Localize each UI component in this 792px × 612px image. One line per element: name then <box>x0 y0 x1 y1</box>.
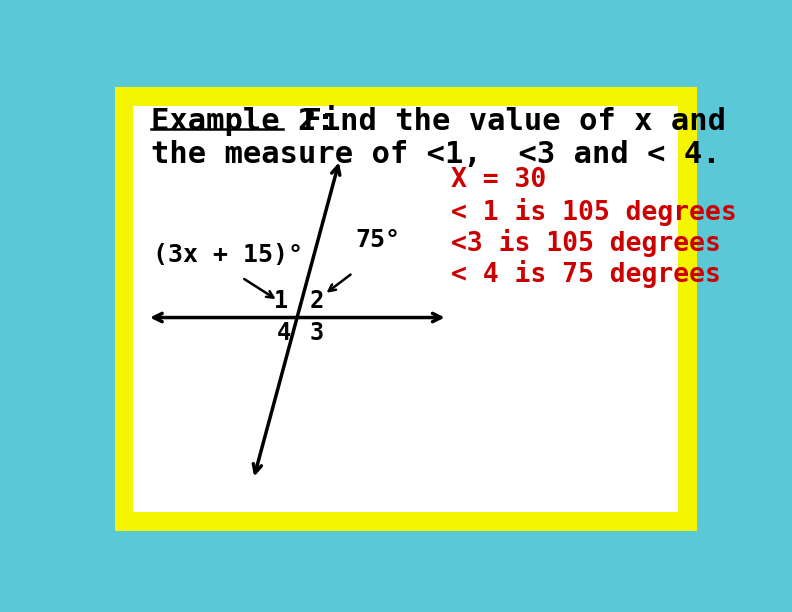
Bar <box>133 106 679 512</box>
Text: 3: 3 <box>310 321 324 345</box>
Text: X = 30: X = 30 <box>451 167 546 193</box>
Text: 4: 4 <box>277 321 291 345</box>
Text: < 4 is 75 degrees: < 4 is 75 degrees <box>451 259 722 288</box>
Text: 1: 1 <box>274 289 288 313</box>
Text: 2: 2 <box>310 289 324 313</box>
Text: Find the value of x and: Find the value of x and <box>285 107 726 136</box>
Text: < 1 is 105 degrees: < 1 is 105 degrees <box>451 198 737 226</box>
Text: 75°: 75° <box>355 228 400 252</box>
Text: (3x + 15)°: (3x + 15)° <box>154 244 303 267</box>
Text: Example 2:: Example 2: <box>151 107 335 136</box>
Text: <3 is 105 degrees: <3 is 105 degrees <box>451 229 722 257</box>
Text: the measure of <1,  <3 and < 4.: the measure of <1, <3 and < 4. <box>151 140 721 169</box>
